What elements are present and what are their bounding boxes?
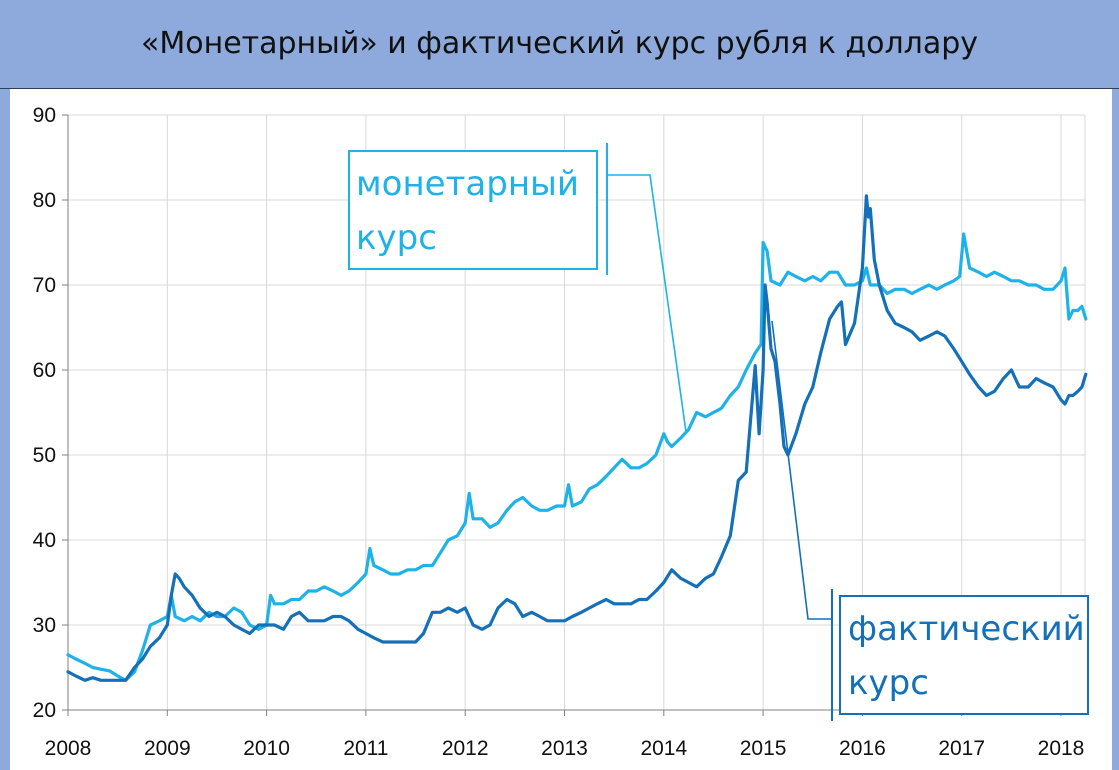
y-tick-label: 80 [33,189,56,212]
x-tick-label: 2015 [740,737,787,760]
annotation-box [348,150,598,270]
y-tick-label: 40 [33,529,56,552]
y-axis: 20 30 40 50 60 70 80 90 [33,104,69,722]
x-tick-label: 2018 [1038,737,1085,760]
line-chart: 20 30 40 50 60 70 80 90 2008 2009 2010 2011 2012 201… [33,104,1089,760]
y-tick-label: 60 [33,359,56,382]
y-tick-label: 70 [33,274,56,297]
x-tick-label: 2009 [144,737,191,760]
y-tick-label: 50 [33,444,56,467]
x-tick-label: 2013 [541,737,588,760]
x-tick-label: 2011 [343,737,388,760]
chart-area: 20 30 40 50 60 70 80 90 2008 2009 2010 2011 2012 201… [10,89,1112,770]
series-layer [66,194,1088,682]
title-bar: «Монетарный» и фактический курс рубля к … [0,0,1119,89]
annotation-leader [771,320,832,620]
x-axis: 2008 2009 2010 2011 2012 2013 2014 2015 2016 2017… [45,709,1085,760]
annotation-text: монетарный [356,164,579,204]
annotation-text: курс [848,663,929,703]
x-tick-label: 2008 [45,737,92,760]
x-tick-label: 2014 [640,737,687,760]
y-tick-label: 20 [33,699,56,722]
y-tick-label: 90 [33,104,56,127]
annotation-box [839,595,1089,715]
annotation-text: фактический [848,609,1085,649]
series-line-monetary [66,232,1088,682]
annotation-leader [607,174,687,433]
chart-title: «Монетарный» и фактический курс рубля к … [140,26,979,61]
annotation-actual: фактический курс [771,320,1089,721]
x-tick-label: 2012 [442,737,489,760]
series-line-actual [66,194,1088,682]
annotation-monetary: монетарный курс [348,143,687,433]
annotation-text: курс [356,218,437,258]
x-tick-label: 2017 [938,737,985,760]
x-tick-label: 2016 [839,737,886,760]
annotations: монетарный курс фактический курс [348,143,1089,721]
y-tick-label: 30 [33,614,56,637]
x-tick-label: 2010 [243,737,290,760]
